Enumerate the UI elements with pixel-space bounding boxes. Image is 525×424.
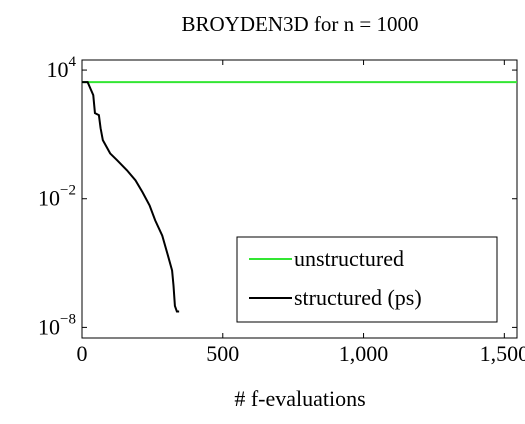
x-tick-label: 0 bbox=[77, 341, 88, 366]
x-axis-label: # f-evaluations bbox=[234, 386, 365, 411]
legend-box bbox=[236, 236, 498, 323]
chart-title: BROYDEN3D for n = 1000 bbox=[182, 12, 419, 36]
y-tick-label: 104 bbox=[47, 55, 77, 83]
y-tick-label: 10−2 bbox=[38, 183, 76, 211]
series-line bbox=[82, 81, 180, 313]
legend-label: structured (ps) bbox=[294, 285, 422, 310]
x-tick-label: 1,000 bbox=[339, 341, 389, 366]
x-tick-label: 1,500 bbox=[480, 341, 525, 366]
x-tick-label: 500 bbox=[206, 341, 239, 366]
y-tick-label: 10−8 bbox=[38, 312, 76, 340]
legend-label: unstructured bbox=[294, 246, 404, 271]
